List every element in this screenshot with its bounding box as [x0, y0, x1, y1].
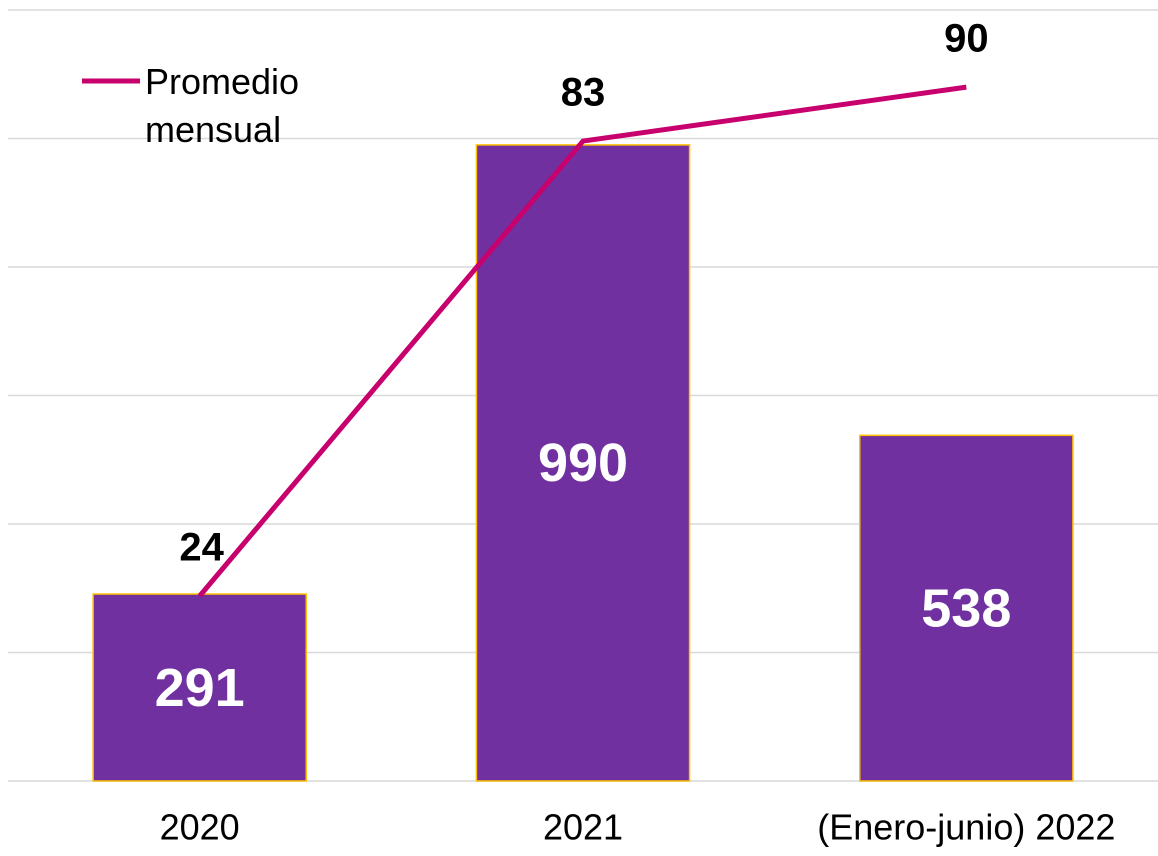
bar — [859, 434, 1074, 782]
data-label: 538 — [921, 578, 1011, 638]
bar — [475, 144, 691, 782]
line — [197, 84, 967, 598]
data-label: 90 — [944, 17, 989, 61]
data-label: 291 — [155, 658, 245, 718]
x-tick-label: 2021 — [543, 807, 623, 848]
bar — [92, 593, 307, 782]
data-label: 24 — [179, 526, 224, 570]
x-tick-label: 2020 — [160, 807, 240, 848]
x-tick-label: (Enero-junio) 2022 — [817, 807, 1115, 848]
data-label: 83 — [561, 71, 606, 115]
data-label: 990 — [538, 433, 628, 493]
legend-label: Promedio mensual — [145, 61, 300, 150]
